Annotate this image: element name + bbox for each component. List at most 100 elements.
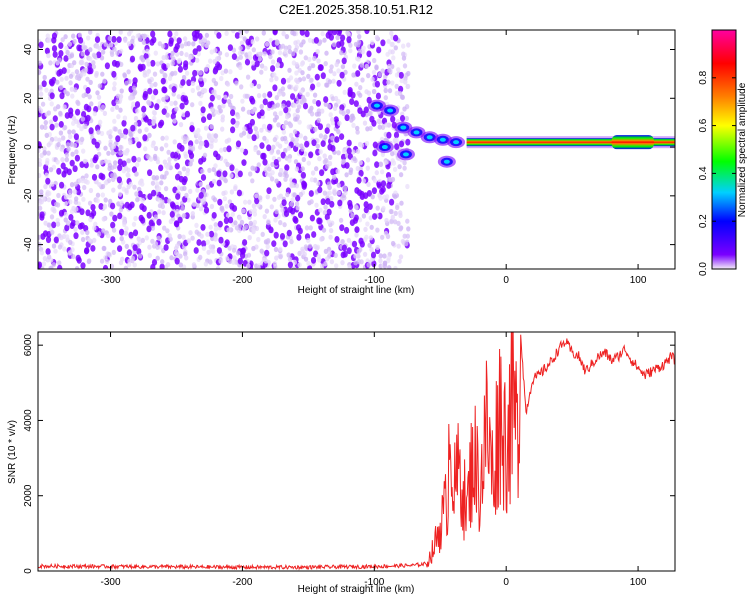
noise-speckle — [372, 213, 378, 220]
noise-speckle — [73, 232, 79, 240]
noise-speckle — [38, 157, 42, 163]
noise-speckle — [356, 42, 361, 48]
noise-speckle — [103, 145, 108, 151]
noise-speckle — [126, 249, 132, 257]
snr-x-label: Height of straight line (km) — [298, 584, 415, 595]
noise-speckle — [88, 47, 93, 53]
noise-speckle — [306, 73, 311, 79]
noise-speckle — [227, 44, 233, 51]
noise-speckle — [389, 209, 394, 215]
noise-speckle — [290, 137, 295, 143]
noise-speckle — [204, 141, 210, 149]
noise-speckle — [222, 170, 228, 178]
noise-speckle — [111, 59, 118, 67]
noise-speckle — [399, 200, 404, 206]
noise-speckle — [81, 148, 86, 154]
noise-speckle — [224, 203, 229, 209]
noise-speckle — [162, 174, 167, 180]
noise-speckle — [80, 236, 86, 243]
noise-speckle — [163, 186, 169, 192]
noise-speckle — [69, 53, 75, 59]
noise-speckle — [152, 71, 158, 77]
noise-speckle — [56, 142, 61, 148]
noise-speckle — [137, 190, 143, 198]
noise-speckle — [345, 108, 351, 115]
noise-speckle — [383, 95, 388, 101]
noise-speckle — [387, 88, 393, 94]
noise-speckle — [68, 239, 73, 245]
noise-speckle — [346, 36, 352, 44]
noise-speckle — [88, 56, 93, 62]
noise-speckle — [64, 224, 70, 232]
noise-speckle — [128, 231, 134, 239]
noise-speckle — [147, 132, 152, 138]
noise-speckle — [59, 84, 64, 90]
noise-speckle — [200, 168, 205, 174]
noise-speckle — [170, 151, 176, 159]
noise-speckle — [154, 175, 160, 181]
noise-speckle — [292, 215, 298, 223]
noise-speckle — [250, 97, 256, 105]
noise-speckle — [254, 225, 260, 232]
noise-speckle — [329, 259, 335, 265]
noise-speckle — [362, 120, 368, 126]
colorbar-tick-label: 0.4 — [698, 166, 709, 180]
noise-speckle — [155, 244, 160, 250]
noise-speckle — [241, 208, 246, 214]
noise-speckle — [60, 157, 65, 163]
noise-speckle — [149, 82, 154, 88]
noise-speckle — [63, 55, 69, 62]
noise-speckle — [386, 255, 391, 261]
noise-speckle — [404, 115, 409, 122]
noise-speckle — [337, 199, 343, 207]
noise-speckle — [133, 115, 139, 122]
noise-speckle — [196, 132, 201, 138]
noise-speckle — [95, 198, 100, 204]
noise-speckle — [405, 183, 410, 190]
noise-speckle — [95, 90, 100, 96]
noise-speckle — [177, 65, 183, 73]
noise-speckle — [218, 236, 224, 244]
noise-speckle — [177, 216, 183, 224]
noise-speckle — [112, 118, 117, 124]
noise-speckle — [99, 258, 105, 264]
noise-speckle — [240, 106, 246, 112]
noise-speckle — [112, 163, 118, 170]
noise-speckle — [179, 43, 185, 49]
noise-speckle — [136, 248, 142, 255]
noise-speckle — [332, 188, 337, 194]
noise-speckle — [96, 94, 102, 100]
noise-speckle — [225, 212, 231, 218]
noise-speckle — [283, 48, 288, 55]
noise-speckle — [234, 32, 240, 39]
noise-speckle — [63, 194, 69, 200]
colorbar-tick-label: 0.0 — [698, 262, 709, 276]
noise-speckle — [119, 236, 124, 242]
noise-speckle — [398, 140, 405, 148]
noise-speckle — [131, 221, 137, 227]
noise-speckle — [316, 117, 321, 123]
noise-speckle — [60, 37, 65, 43]
noise-speckle — [208, 230, 215, 238]
noise-speckle — [122, 72, 127, 78]
noise-speckle — [238, 54, 243, 60]
noise-speckle — [394, 143, 400, 151]
noise-speckle — [145, 153, 150, 159]
noise-speckle — [86, 35, 91, 41]
noise-speckle — [177, 57, 182, 64]
noise-speckle — [60, 162, 66, 170]
noise-speckle — [151, 189, 157, 197]
noise-speckle — [153, 81, 158, 87]
noise-speckle — [283, 169, 288, 176]
noise-speckle — [355, 125, 360, 131]
noise-speckle — [366, 181, 371, 187]
noise-speckle — [374, 34, 380, 41]
noise-speckle — [259, 109, 265, 117]
noise-speckle — [241, 159, 247, 167]
noise-speckle — [59, 235, 64, 241]
noise-speckle — [135, 162, 140, 168]
noise-speckle — [380, 180, 387, 188]
noise-speckle — [96, 151, 102, 157]
noise-speckle — [104, 62, 110, 70]
noise-speckle — [393, 131, 400, 139]
